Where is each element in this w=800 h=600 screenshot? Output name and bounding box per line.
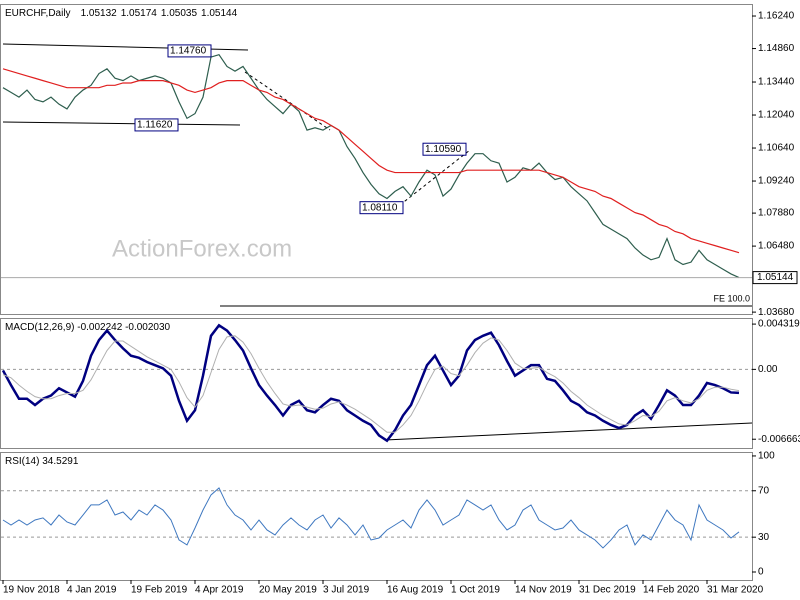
series-line [2,68,740,254]
annotation-label: 1.11620 [137,120,173,131]
panel-title: EURCHF,Daily 1.05132 1.05174 1.05035 1.05144 [5,8,238,19]
ohlc-value: 1.05132 [81,8,118,19]
rsi-panel [0,452,753,581]
x-tick-label: 31 Mar 2020 [707,585,764,596]
title-text: RSI(14) 34.5291 [5,456,79,467]
annotation-label: 1.10590 [425,144,462,155]
x-tick-label: 14 Feb 2020 [643,585,700,596]
x-tick-label: 3 Jul 2019 [323,585,370,596]
x-tick-label: 19 Feb 2019 [131,585,188,596]
y-tick-label: 1.10640 [758,143,795,154]
annotation-box [359,201,404,215]
x-tick-label: 1 Oct 2019 [451,585,500,596]
y-tick-label: 1.16240 [758,11,795,22]
y-tick-label: 1.14860 [758,43,795,54]
x-tick-label: 4 Jan 2019 [67,585,117,596]
y-tick-label: 1.03680 [758,307,795,318]
y-tick-label: 0.004319 [758,319,800,330]
dashed-line [399,149,471,206]
macd-trendline [384,422,753,441]
series-line [2,335,740,433]
annotation-label: 1.14760 [170,46,207,57]
ohlc-value: 1.05144 [201,8,238,19]
fe-label: FE 100.0 [713,293,750,303]
x-tick-label: 4 Apr 2019 [195,585,244,596]
x-tick-label: 19 Nov 2018 [3,585,60,596]
panel-title: MACD(12,26,9) -0.002242 -0.002030 [5,322,171,333]
ohlc-value: 1.05035 [161,8,198,19]
ohlc-value: 1.05174 [121,8,158,19]
panel-title: RSI(14) 34.5291 [5,456,79,467]
series-line [2,487,740,549]
x-tick-label: 14 Nov 2019 [515,585,572,596]
series-line [1,323,740,443]
x-tick-label: 16 Aug 2019 [387,585,444,596]
x-tick-label: 20 May 2019 [259,585,317,596]
y-tick-label: 1.09240 [758,176,795,187]
y-tick-label: 0.00 [758,364,778,375]
y-tick-label: 1.12040 [758,110,795,121]
y-tick-label: 1.06480 [758,241,795,252]
macd-panel [0,318,753,449]
y-tick-label: 100 [758,451,775,462]
y-tick-label: 30 [758,532,770,543]
price-panel [0,4,753,315]
series-line [2,53,740,279]
watermark: ActionForex.com [112,235,292,262]
annotation-box [422,142,467,156]
dashed-line [244,71,331,131]
annotation-box [134,118,179,132]
x-tick-label: 31 Dec 2019 [579,585,636,596]
y-tick-label: 1.13440 [758,77,795,88]
y-tick-label: 0 [758,567,764,578]
y-tick-label: 1.07880 [758,208,795,219]
annotation-label: 1.08110 [362,202,398,213]
channel-bottom [2,121,241,126]
y-tick-label: 70 [758,485,770,496]
last-price-box [752,271,798,285]
title-text: EURCHF,Daily [5,8,71,19]
annotation-box [167,44,212,58]
title-text: MACD(12,26,9) -0.002242 -0.002030 [5,322,171,333]
last-price-label: 1.05144 [757,272,794,283]
y-tick-label: -0.006663 [758,434,800,445]
